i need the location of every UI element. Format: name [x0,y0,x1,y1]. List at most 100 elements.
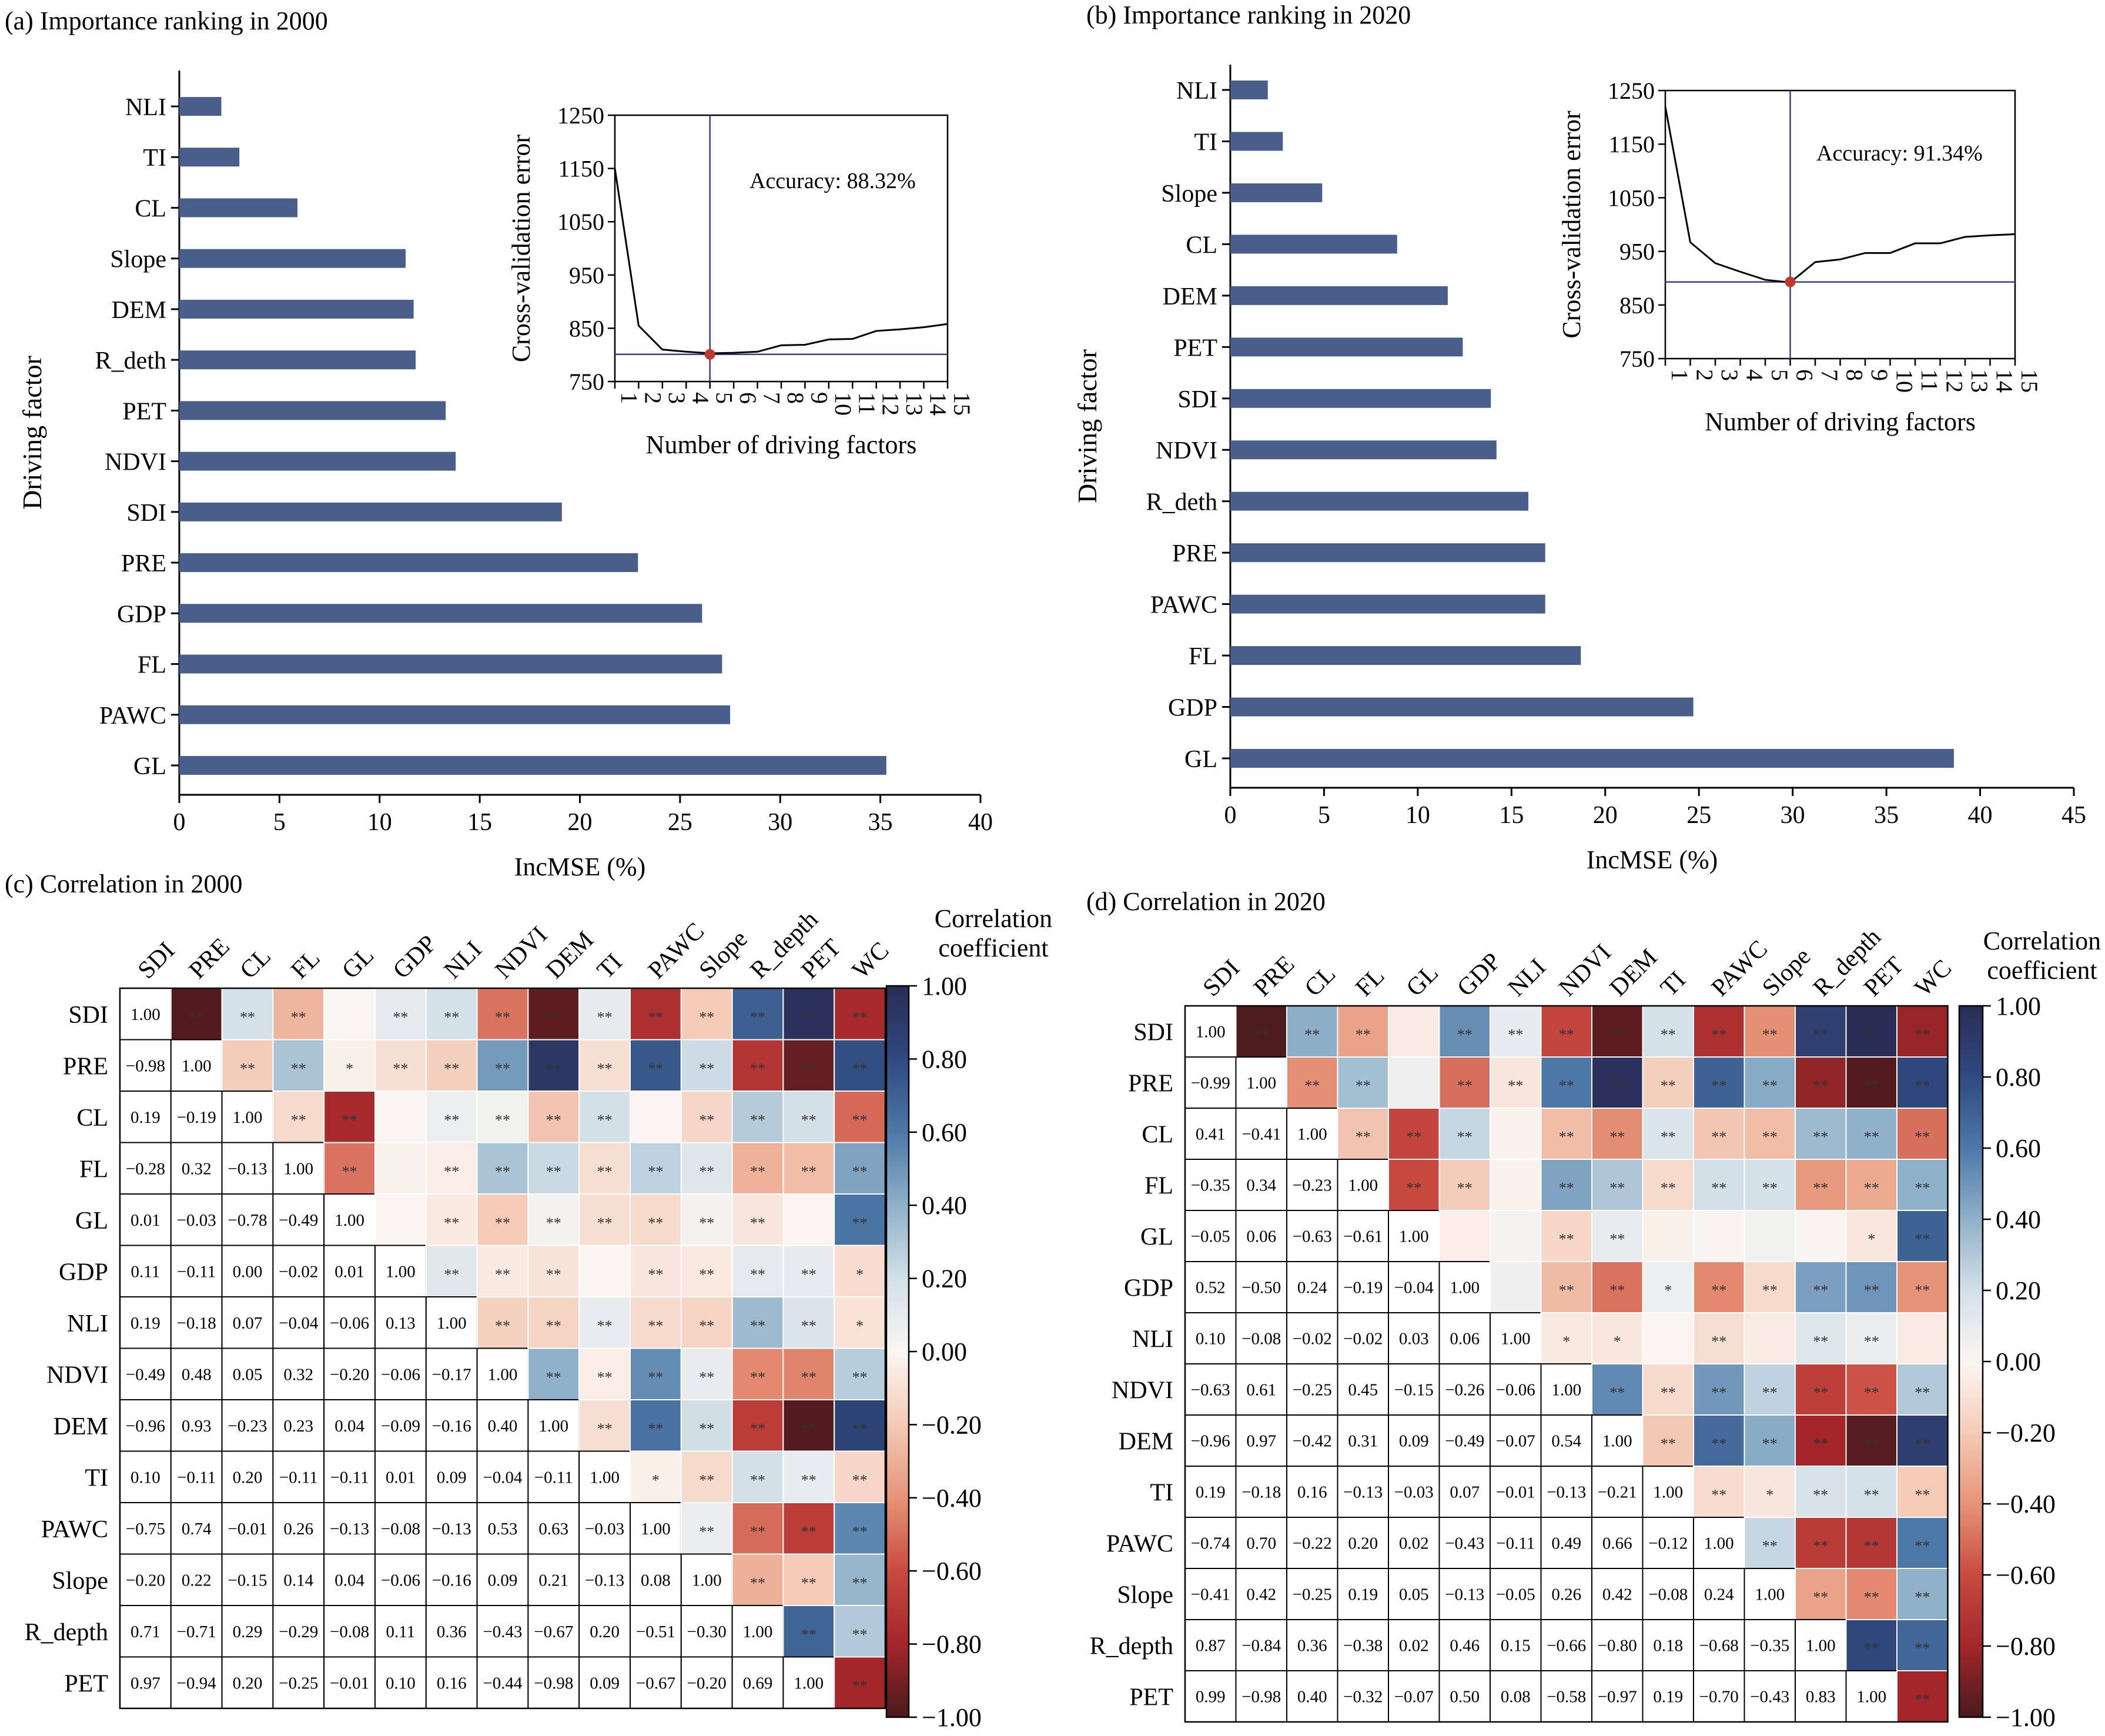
correlation-value: 1.00 [283,1159,313,1178]
heatmap-cell-value [1286,1619,1338,1671]
correlation-value: −0.12 [1648,1534,1688,1553]
significance-stars: ** [699,1420,714,1437]
heatmap-cell-value [630,1553,682,1606]
heatmap-cell-wc [834,988,886,1041]
significance-stars: ** [546,1266,561,1283]
significance-stars: ** [750,1163,765,1180]
significance-stars: ** [1356,1026,1371,1043]
correlation-value: −0.96 [126,1417,165,1436]
correlation-value: −0.03 [177,1211,216,1230]
correlation-value: −0.06 [381,1365,420,1384]
heatmap-row-label: R_depth [25,1619,108,1646]
inset-frame [1664,89,2016,360]
correlation-value: −0.70 [1699,1688,1739,1707]
significance-stars: ** [1762,1129,1778,1146]
heatmap-cell-color [1743,1517,1796,1569]
heatmap-cell-color [374,1193,427,1246]
colorbar-tick-label: −0.20 [922,1410,982,1439]
significance-stars: ** [1915,1231,1930,1248]
significance-stars: ** [1864,1589,1879,1606]
heatmap-cell-value [170,1553,223,1606]
correlation-value: 0.20 [233,1674,263,1692]
correlation-value: 0.32 [182,1159,212,1178]
colorbar-tick-label: −0.60 [922,1557,982,1586]
x-tick-label: 5 [273,809,286,836]
correlation-value: 0.01 [386,1468,416,1487]
colorbar-title: coefficient [1987,956,2097,985]
significance-stars: * [1614,1333,1621,1350]
heatmap-cell-value [1642,1466,1694,1518]
significance-stars: ** [1864,1640,1879,1657]
heatmap-cell-value [1438,1670,1491,1722]
correlation-value: −0.38 [1343,1637,1383,1655]
heatmap-cell-color [1743,1005,1796,1058]
correlation-value: −0.28 [126,1159,165,1178]
heatmap-row-label: PET [64,1670,108,1697]
correlation-value: 0.09 [1399,1432,1429,1451]
importance-bar [1230,286,1448,305]
heatmap-cell-value [1388,1210,1440,1262]
importance-bar [179,705,731,724]
correlation-value: −0.66 [1547,1637,1586,1655]
significance-stars: ** [1762,1436,1778,1453]
heatmap-cell-color [1845,1261,1897,1313]
importance-bar [179,451,456,471]
heatmap-cell-value [1388,1568,1440,1620]
correlation-value: 0.52 [1196,1279,1226,1297]
heatmap-cell-value [1591,1568,1644,1620]
heatmap-cell-color [680,1039,733,1092]
heatmap-cell-value [1438,1261,1491,1313]
inset-x-title: Number of driving factors [646,430,917,459]
inset-x-tick-label: 14 [1992,369,2018,393]
importance-bar [1230,235,1397,254]
heatmap-cell-color [630,1399,682,1452]
correlation-value: −0.01 [227,1520,267,1538]
significance-stars: ** [1711,1436,1726,1453]
heatmap-cell-value [578,1502,631,1555]
heatmap-cell-value [1591,1466,1644,1518]
factor-label: PET [122,398,166,425]
heatmap-cell-value [425,1347,478,1400]
heatmap-cell-value [1337,1670,1389,1722]
significance-stars: ** [444,1112,459,1129]
heatmap-cell-color [476,1039,529,1092]
heatmap-cell-color [680,1450,733,1503]
heatmap-cell-color [1845,1619,1897,1671]
inset-y-tick-label: 1250 [557,102,604,129]
significance-stars: * [1868,1231,1875,1248]
heatmap-cell-color [1388,1159,1440,1211]
correlation-value: 0.11 [131,1262,160,1281]
significance-stars: ** [1711,1180,1726,1197]
factor-label: GL [133,753,166,780]
colorbar [885,985,910,1718]
heatmap-cell-value [1235,1466,1287,1518]
inset-x-tick-label: 15 [949,392,975,416]
correlation-value: −0.04 [1394,1279,1434,1297]
significance-stars: ** [240,1009,255,1026]
heatmap-row-label: CL [76,1105,108,1132]
correlation-value: −0.02 [279,1262,318,1281]
correlation-value: 0.06 [1246,1227,1276,1246]
heatmap-cell-value [1540,1517,1592,1569]
correlation-value: 1.00 [590,1468,620,1487]
heatmap-cell-value [374,1399,427,1452]
heatmap-cell-color [425,1193,478,1246]
correlation-value: 1.00 [1602,1432,1632,1451]
colorbar-tick-label: −0.20 [1996,1419,2056,1447]
significance-stars: ** [750,1112,765,1129]
correlation-value: −0.15 [1394,1381,1434,1400]
heatmap-row-label: Slope [52,1567,108,1594]
heatmap-cell-value [272,1245,325,1297]
colorbar-tick-label: 0.00 [1996,1347,2041,1376]
heatmap-cell-value [1235,1517,1287,1569]
correlation-value: −0.25 [279,1674,318,1692]
x-tick-label: 0 [173,809,186,836]
correlation-value: 0.16 [1297,1483,1327,1502]
significance-stars: ** [444,1163,459,1180]
heatmap-cell-color [1642,1159,1694,1211]
heatmap-cell-value [1184,1619,1237,1671]
heatmap-cell-value [578,1656,631,1709]
correlation-value: −0.23 [227,1417,267,1436]
heatmap-cell-value [1286,1466,1338,1518]
